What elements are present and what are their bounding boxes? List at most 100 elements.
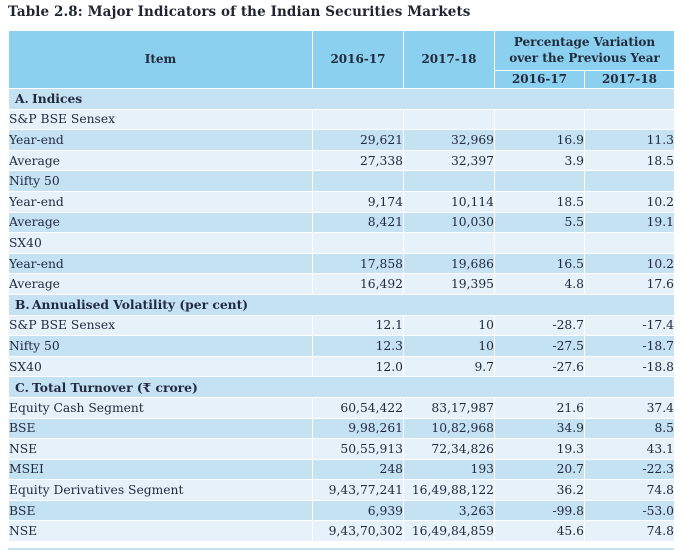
value-cell: 29,621 bbox=[312, 129, 404, 151]
value-cell: 50,55,913 bbox=[312, 438, 404, 460]
value-cell: 83,17,987 bbox=[403, 396, 495, 419]
row-label-cell: Average bbox=[8, 273, 313, 295]
value-cell: 17,858 bbox=[312, 252, 404, 275]
row-label-cell: MSEI bbox=[8, 458, 313, 481]
row-label-cell: S&P BSE Sensex bbox=[8, 314, 313, 337]
value-cell: 18.5 bbox=[584, 149, 675, 172]
table-row: Equity Cash Segment 60,54,422 83,17,987 21.… bbox=[8, 396, 675, 419]
value-cell: 74.8 bbox=[584, 520, 675, 543]
value-cell bbox=[494, 232, 585, 254]
table-header: Item 2016-17 2017-18 Percentage Variatio… bbox=[8, 30, 675, 89]
value-cell: 16,492 bbox=[312, 273, 404, 295]
table-row: BSE 9,98,261 10,82,968 34.9 8.5 bbox=[8, 417, 675, 440]
value-cell: 3,263 bbox=[403, 499, 495, 522]
section-label: Total Turnover (₹ crore) bbox=[32, 379, 198, 395]
subcol-header-2016-17: 2016-17 bbox=[494, 70, 585, 89]
value-cell: 10,030 bbox=[403, 211, 495, 234]
subcol-header-2017-18: 2017-18 bbox=[584, 70, 675, 89]
section-header-cell: B. Annualised Volatility (per cent) bbox=[8, 293, 675, 316]
value-cell bbox=[312, 232, 404, 254]
value-cell: 18.5 bbox=[494, 190, 585, 213]
value-cell: 10.2 bbox=[584, 252, 675, 275]
table-row: B. Annualised Volatility (per cent) bbox=[8, 293, 675, 316]
value-cell: -17.4 bbox=[584, 314, 675, 337]
row-label-cell: Year-end bbox=[8, 129, 313, 151]
row-label-cell: NSE bbox=[8, 520, 313, 543]
value-cell: 9,43,70,302 bbox=[312, 520, 404, 543]
value-cell: -22.3 bbox=[584, 458, 675, 481]
value-cell: 34.9 bbox=[494, 417, 585, 440]
value-cell: 20.7 bbox=[494, 458, 585, 481]
table-row: Average 8,421 10,030 5.5 19.1 bbox=[8, 211, 675, 234]
value-cell: -27.5 bbox=[494, 335, 585, 357]
value-cell: 6,939 bbox=[312, 499, 404, 522]
table-row: S&P BSE Sensex 12.1 10 -28.7 -17.4 bbox=[8, 314, 675, 337]
table-row: Nifty 50 12.3 10 -27.5 -18.7 bbox=[8, 335, 675, 357]
value-cell: 9,174 bbox=[312, 190, 404, 213]
col-header-2016-17: 2016-17 bbox=[312, 30, 404, 89]
table-row: NSE 9,43,70,302 16,49,84,859 45.6 74.8 bbox=[8, 520, 675, 543]
row-label-cell: Year-end bbox=[8, 252, 313, 275]
header-row-sub: 2016-17 2017-18 bbox=[9, 70, 675, 89]
table-row: MSEI 248 193 20.7 -22.3 bbox=[8, 458, 675, 481]
value-cell: 5.5 bbox=[494, 211, 585, 234]
table-row: Year-end 29,621 32,969 16.9 11.3 bbox=[8, 129, 675, 151]
value-cell bbox=[403, 232, 495, 254]
row-label-cell: Year-end bbox=[8, 190, 313, 213]
value-cell: -18.8 bbox=[584, 355, 675, 378]
value-cell: 248 bbox=[312, 458, 404, 481]
value-cell: 12.0 bbox=[312, 355, 404, 378]
value-cell: 45.6 bbox=[494, 520, 585, 543]
value-cell: 8,421 bbox=[312, 211, 404, 234]
value-cell bbox=[584, 170, 675, 192]
table-row: Average 27,338 32,397 3.9 18.5 bbox=[8, 149, 675, 172]
value-cell: -27.6 bbox=[494, 355, 585, 378]
value-cell bbox=[403, 170, 495, 192]
table-row: Year-end 17,858 19,686 16.5 10.2 bbox=[8, 252, 675, 275]
row-label-cell: SX40 bbox=[8, 232, 313, 254]
value-cell: 9.7 bbox=[403, 355, 495, 378]
value-cell: 19.1 bbox=[584, 211, 675, 234]
value-cell: 193 bbox=[403, 458, 495, 481]
value-cell: 19,686 bbox=[403, 252, 495, 275]
value-cell: 27,338 bbox=[312, 149, 404, 172]
row-label-cell: Average bbox=[8, 211, 313, 234]
value-cell: -28.7 bbox=[494, 314, 585, 337]
value-cell: 12.3 bbox=[312, 335, 404, 357]
table-body: A. Indices S&P BSE Sensex Year-end 29,621 32,… bbox=[8, 88, 675, 543]
indicators-table: Item 2016-17 2017-18 Percentage Variatio… bbox=[8, 30, 675, 543]
table-row: S&P BSE Sensex bbox=[8, 108, 675, 131]
row-label-cell: BSE bbox=[8, 417, 313, 440]
next-row-sliver bbox=[8, 548, 674, 550]
value-cell: 17.6 bbox=[584, 273, 675, 295]
value-cell bbox=[312, 170, 404, 192]
table-row: SX40 bbox=[8, 232, 675, 254]
value-cell: 60,54,422 bbox=[312, 396, 404, 419]
section-prefix: A. bbox=[15, 91, 29, 107]
value-cell bbox=[312, 108, 404, 131]
row-label-cell: Equity Derivatives Segment bbox=[8, 479, 313, 501]
section-header-cell: C. Total Turnover (₹ crore) bbox=[8, 376, 675, 398]
col-header-2017-18: 2017-18 bbox=[403, 30, 495, 89]
value-cell: 74.8 bbox=[584, 479, 675, 501]
table-row: C. Total Turnover (₹ crore) bbox=[8, 376, 675, 398]
value-cell: 16.5 bbox=[494, 252, 585, 275]
value-cell: 10,114 bbox=[403, 190, 495, 213]
row-label-cell: SX40 bbox=[8, 355, 313, 378]
row-label-cell: Average bbox=[8, 149, 313, 172]
value-cell: 32,397 bbox=[403, 149, 495, 172]
value-cell: 8.5 bbox=[584, 417, 675, 440]
row-label-cell: NSE bbox=[8, 438, 313, 460]
value-cell: 16,49,84,859 bbox=[403, 520, 495, 543]
section-header-cell: A. Indices bbox=[8, 88, 675, 110]
value-cell: 10.2 bbox=[584, 190, 675, 213]
value-cell: 36.2 bbox=[494, 479, 585, 501]
value-cell: 4.8 bbox=[494, 273, 585, 295]
value-cell: 16,49,88,122 bbox=[403, 479, 495, 501]
table-row: Nifty 50 bbox=[8, 170, 675, 192]
row-label-cell: Nifty 50 bbox=[8, 335, 313, 357]
table-row: BSE 6,939 3,263 -99.8 -53.0 bbox=[8, 499, 675, 522]
row-label-cell: Nifty 50 bbox=[8, 170, 313, 192]
col-header-item: Item bbox=[8, 30, 313, 89]
value-cell: -18.7 bbox=[584, 335, 675, 357]
